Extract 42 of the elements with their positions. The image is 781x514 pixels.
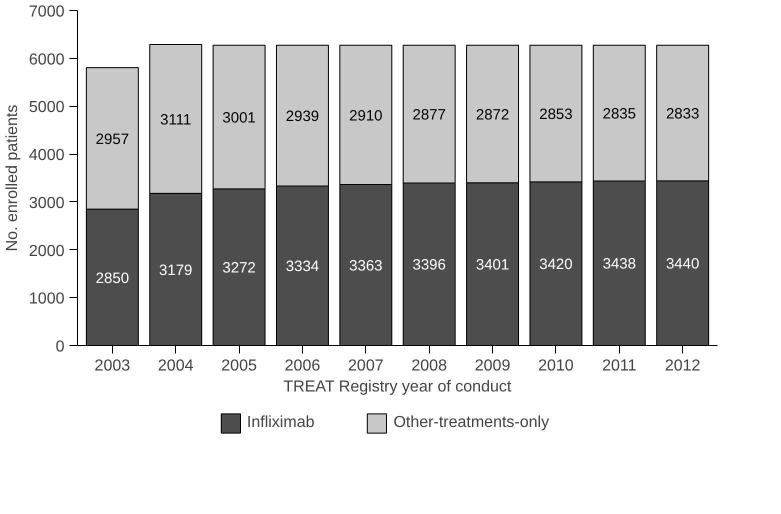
y-axis-title: No. enrolled patients [4, 104, 21, 252]
y-tick-label: 2000 [28, 242, 65, 260]
data-label: 2850 [96, 270, 130, 287]
data-label: 2939 [286, 108, 320, 126]
legend-label: Other-treatments-only [393, 414, 550, 432]
data-label: 3363 [349, 258, 383, 275]
y-tick-label: 6000 [28, 51, 65, 68]
x-tick-label: 2007 [348, 358, 384, 374]
data-label: 3401 [476, 256, 510, 274]
x-tick-label: 2003 [94, 358, 130, 374]
legend-label: Infliximab [246, 414, 314, 432]
y-tick-label: 7000 [28, 4, 65, 20]
x-axis-title: TREAT Registry year of conduct [283, 378, 512, 396]
x-tick-label: 2008 [411, 358, 448, 374]
x-tick-label: 2006 [284, 358, 320, 374]
y-tick-label: 0 [56, 338, 65, 356]
data-label: 3396 [412, 256, 446, 274]
data-label: 3111 [160, 111, 192, 128]
y-tick-label: 5000 [28, 99, 65, 116]
y-tick-label: 4000 [28, 147, 65, 164]
x-tick-label: 2004 [158, 358, 194, 374]
data-label: 3272 [222, 260, 256, 277]
y-tick-label: 1000 [28, 290, 65, 308]
data-label: 3440 [666, 256, 700, 273]
data-label: 2872 [476, 106, 510, 124]
x-tick-label: 2012 [664, 358, 701, 374]
data-label: 2833 [666, 106, 700, 123]
data-label: 3438 [602, 256, 636, 273]
x-tick-label: 2009 [474, 358, 510, 374]
y-tick-label: 3000 [28, 194, 65, 212]
data-label: 2877 [412, 106, 446, 124]
data-label: 2957 [96, 130, 130, 148]
x-tick-label: 2010 [538, 358, 574, 374]
x-tick-label: 2011 [602, 358, 637, 374]
data-label: 2910 [349, 107, 383, 124]
data-label: 3334 [286, 258, 320, 276]
data-label: 3179 [159, 262, 192, 279]
data-label: 3001 [222, 110, 256, 127]
data-label: 3420 [539, 256, 573, 274]
data-label: 2853 [539, 106, 573, 124]
x-tick-label: 2005 [221, 358, 257, 374]
data-label: 2835 [602, 106, 636, 123]
